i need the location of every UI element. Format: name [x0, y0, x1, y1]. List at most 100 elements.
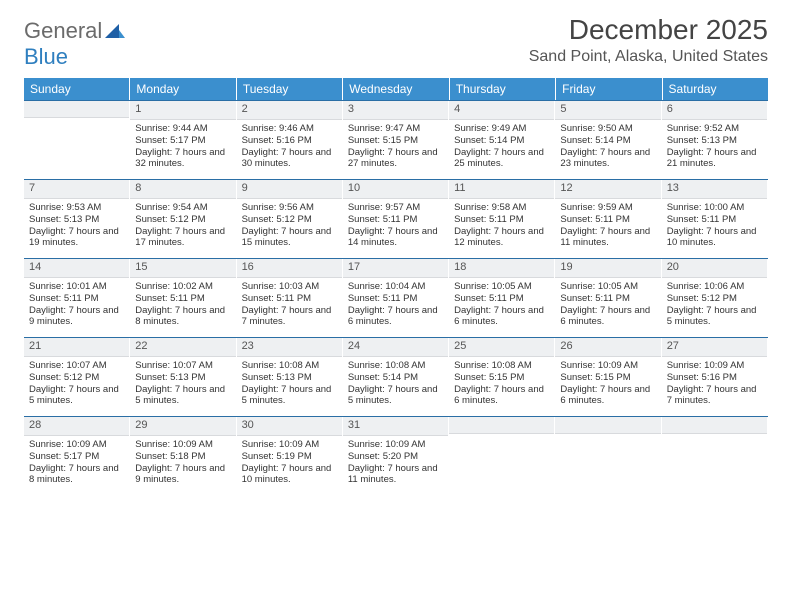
- day-body: [449, 434, 554, 442]
- sunrise-text: Sunrise: 10:02 AM: [135, 281, 230, 293]
- day-number: 2: [237, 101, 342, 120]
- daylight-text: Daylight: 7 hours and 14 minutes.: [348, 226, 443, 250]
- day-cell: [555, 417, 661, 495]
- day-cell: 7Sunrise: 9:53 AMSunset: 5:13 PMDaylight…: [24, 180, 130, 258]
- sunset-text: Sunset: 5:15 PM: [454, 372, 549, 384]
- sunrise-text: Sunrise: 10:09 AM: [29, 439, 124, 451]
- day-number: 11: [449, 180, 554, 199]
- day-cell: 2Sunrise: 9:46 AMSunset: 5:16 PMDaylight…: [237, 101, 343, 179]
- daylight-text: Daylight: 7 hours and 17 minutes.: [135, 226, 230, 250]
- day-body: Sunrise: 10:05 AMSunset: 5:11 PMDaylight…: [555, 278, 660, 334]
- weekday-header: Friday: [556, 78, 662, 100]
- sunrise-text: Sunrise: 9:52 AM: [667, 123, 762, 135]
- day-number: 4: [449, 101, 554, 120]
- week-row: 14Sunrise: 10:01 AMSunset: 5:11 PMDaylig…: [24, 258, 768, 337]
- header: General Blue December 2025 Sand Point, A…: [24, 14, 768, 70]
- day-cell: 20Sunrise: 10:06 AMSunset: 5:12 PMDaylig…: [662, 259, 768, 337]
- daylight-text: Daylight: 7 hours and 12 minutes.: [454, 226, 549, 250]
- logo-text-general: General: [24, 18, 102, 43]
- sunset-text: Sunset: 5:19 PM: [242, 451, 337, 463]
- day-number: 6: [662, 101, 767, 120]
- sunset-text: Sunset: 5:12 PM: [29, 372, 124, 384]
- day-cell: 19Sunrise: 10:05 AMSunset: 5:11 PMDaylig…: [555, 259, 661, 337]
- sunrise-text: Sunrise: 9:47 AM: [348, 123, 443, 135]
- week-row: 28Sunrise: 10:09 AMSunset: 5:17 PMDaylig…: [24, 416, 768, 495]
- day-number: [449, 417, 554, 434]
- daylight-text: Daylight: 7 hours and 23 minutes.: [560, 147, 655, 171]
- day-cell: 9Sunrise: 9:56 AMSunset: 5:12 PMDaylight…: [237, 180, 343, 258]
- sunset-text: Sunset: 5:12 PM: [667, 293, 762, 305]
- weekday-header-row: Sunday Monday Tuesday Wednesday Thursday…: [24, 78, 768, 100]
- week-row: 21Sunrise: 10:07 AMSunset: 5:12 PMDaylig…: [24, 337, 768, 416]
- day-body: Sunrise: 9:44 AMSunset: 5:17 PMDaylight:…: [130, 120, 235, 176]
- sunrise-text: Sunrise: 9:53 AM: [29, 202, 124, 214]
- daylight-text: Daylight: 7 hours and 9 minutes.: [135, 463, 230, 487]
- daylight-text: Daylight: 7 hours and 7 minutes.: [667, 384, 762, 408]
- day-body: Sunrise: 9:50 AMSunset: 5:14 PMDaylight:…: [555, 120, 660, 176]
- daylight-text: Daylight: 7 hours and 5 minutes.: [29, 384, 124, 408]
- sunset-text: Sunset: 5:13 PM: [135, 372, 230, 384]
- sunrise-text: Sunrise: 10:08 AM: [242, 360, 337, 372]
- sunrise-text: Sunrise: 10:01 AM: [29, 281, 124, 293]
- day-cell: 1Sunrise: 9:44 AMSunset: 5:17 PMDaylight…: [130, 101, 236, 179]
- sunrise-text: Sunrise: 9:59 AM: [560, 202, 655, 214]
- day-cell: 24Sunrise: 10:08 AMSunset: 5:14 PMDaylig…: [343, 338, 449, 416]
- daylight-text: Daylight: 7 hours and 19 minutes.: [29, 226, 124, 250]
- sunset-text: Sunset: 5:18 PM: [135, 451, 230, 463]
- day-number: [555, 417, 660, 434]
- sunrise-text: Sunrise: 10:09 AM: [560, 360, 655, 372]
- sunset-text: Sunset: 5:11 PM: [348, 214, 443, 226]
- day-cell: 10Sunrise: 9:57 AMSunset: 5:11 PMDayligh…: [343, 180, 449, 258]
- day-cell: 6 Sunrise: 9:52 AMSunset: 5:13 PMDaylight…: [662, 101, 768, 179]
- sunrise-text: Sunrise: 10:03 AM: [242, 281, 337, 293]
- day-body: Sunrise: 10:09 AMSunset: 5:18 PMDaylight…: [130, 436, 235, 492]
- day-body: Sunrise: 10:00 AMSunset: 5:11 PMDaylight…: [662, 199, 767, 255]
- day-body: Sunrise: 10:09 AMSunset: 5:20 PMDaylight…: [343, 436, 448, 492]
- sunrise-text: Sunrise: 9:58 AM: [454, 202, 549, 214]
- day-body: Sunrise: 10:08 AMSunset: 5:14 PMDaylight…: [343, 357, 448, 413]
- day-cell: [662, 417, 768, 495]
- weekday-header: Wednesday: [343, 78, 449, 100]
- daylight-text: Daylight: 7 hours and 21 minutes.: [667, 147, 762, 171]
- month-title: December 2025: [529, 14, 768, 46]
- daylight-text: Daylight: 7 hours and 6 minutes.: [348, 305, 443, 329]
- daylight-text: Daylight: 7 hours and 7 minutes.: [242, 305, 337, 329]
- day-cell: 25Sunrise: 10:08 AMSunset: 5:15 PMDaylig…: [449, 338, 555, 416]
- daylight-text: Daylight: 7 hours and 9 minutes.: [29, 305, 124, 329]
- sunrise-text: Sunrise: 9:56 AM: [242, 202, 337, 214]
- day-cell: 18Sunrise: 10:05 AMSunset: 5:11 PMDaylig…: [449, 259, 555, 337]
- daylight-text: Daylight: 7 hours and 6 minutes.: [454, 305, 549, 329]
- day-number: 3: [343, 101, 448, 120]
- daylight-text: Daylight: 7 hours and 25 minutes.: [454, 147, 549, 171]
- day-number: [662, 417, 767, 434]
- sunrise-text: Sunrise: 9:57 AM: [348, 202, 443, 214]
- day-body: Sunrise: 10:03 AMSunset: 5:11 PMDaylight…: [237, 278, 342, 334]
- daylight-text: Daylight: 7 hours and 6 minutes.: [560, 305, 655, 329]
- sunset-text: Sunset: 5:13 PM: [667, 135, 762, 147]
- day-number: 12: [555, 180, 660, 199]
- daylight-text: Daylight: 7 hours and 11 minutes.: [560, 226, 655, 250]
- day-number: 20: [662, 259, 767, 278]
- sunrise-text: Sunrise: 9:50 AM: [560, 123, 655, 135]
- sunset-text: Sunset: 5:12 PM: [242, 214, 337, 226]
- day-body: Sunrise: 10:08 AMSunset: 5:13 PMDaylight…: [237, 357, 342, 413]
- daylight-text: Daylight: 7 hours and 32 minutes.: [135, 147, 230, 171]
- sunset-text: Sunset: 5:14 PM: [560, 135, 655, 147]
- day-cell: 27Sunrise: 10:09 AMSunset: 5:16 PMDaylig…: [662, 338, 768, 416]
- sunrise-text: Sunrise: 10:04 AM: [348, 281, 443, 293]
- weekday-header: Saturday: [663, 78, 768, 100]
- sunset-text: Sunset: 5:11 PM: [348, 293, 443, 305]
- logo-sail-icon: [105, 25, 125, 42]
- day-number: 17: [343, 259, 448, 278]
- day-number: 24: [343, 338, 448, 357]
- day-body: Sunrise: 10:08 AMSunset: 5:15 PMDaylight…: [449, 357, 554, 413]
- day-body: Sunrise: 10:05 AMSunset: 5:11 PMDaylight…: [449, 278, 554, 334]
- day-body: Sunrise: 10:02 AMSunset: 5:11 PMDaylight…: [130, 278, 235, 334]
- sunset-text: Sunset: 5:13 PM: [242, 372, 337, 384]
- sunrise-text: Sunrise: 9:44 AM: [135, 123, 230, 135]
- day-number: 27: [662, 338, 767, 357]
- day-number: 22: [130, 338, 235, 357]
- day-cell: 14Sunrise: 10:01 AMSunset: 5:11 PMDaylig…: [24, 259, 130, 337]
- sunrise-text: Sunrise: 9:49 AM: [454, 123, 549, 135]
- sunset-text: Sunset: 5:11 PM: [560, 214, 655, 226]
